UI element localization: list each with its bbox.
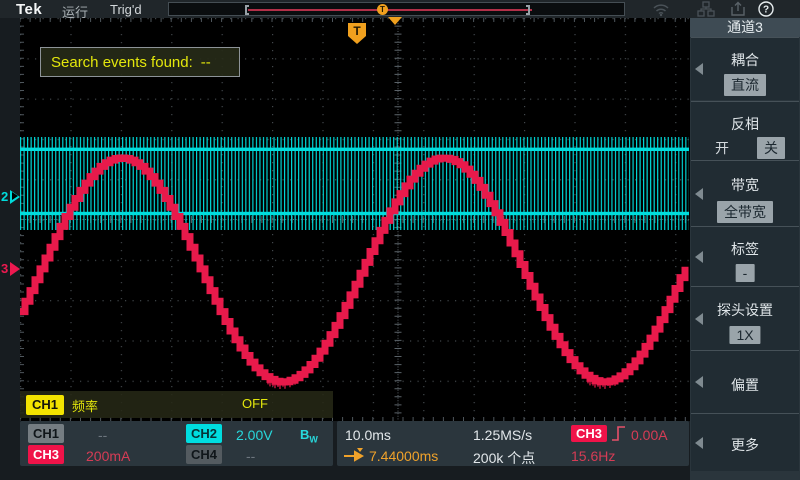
acquisition-window-line: [248, 9, 532, 11]
network-icon: [697, 1, 715, 17]
ch4-badge[interactable]: CH4: [186, 445, 222, 464]
side-menu-title: 通道3: [690, 18, 800, 37]
chevron-left-icon: [695, 436, 703, 449]
label-label: 标签: [731, 241, 759, 257]
invert-off-option[interactable]: 关: [757, 137, 785, 159]
ch1-scale-value: --: [98, 427, 108, 443]
coupling-label: 耦合: [731, 52, 759, 68]
waveform-display: [20, 18, 690, 421]
chevron-left-icon: [695, 63, 703, 75]
invert-on-option[interactable]: 开: [715, 140, 729, 156]
ch2-marker-triangle-icon: [10, 189, 21, 204]
measurement-channel-badge: CH1: [26, 395, 64, 415]
help-icon[interactable]: ?: [757, 1, 775, 17]
ch3-position-marker[interactable]: 3: [1, 261, 21, 276]
menu-section-bandwidth[interactable]: 带宽 全带宽: [691, 160, 799, 226]
ch3-badge[interactable]: CH3: [28, 445, 64, 464]
search-events-label: Search events found:: [51, 53, 193, 71]
window-left-bracket-icon: [245, 5, 249, 15]
ch3-scale-value: 200mA: [86, 448, 131, 464]
chevron-left-icon: [695, 187, 703, 200]
ch2-scale-value: 2.00V: [236, 427, 273, 443]
measurement-bar: CH1 频率 OFF: [20, 391, 333, 418]
coupling-value-chip[interactable]: 直流: [724, 74, 766, 96]
probe-setup-label: 探头设置: [717, 302, 773, 318]
label-value-chip[interactable]: -: [735, 264, 755, 282]
trigger-frequency-value: 15.6Hz: [571, 448, 616, 464]
timebase-value: 10.0ms: [345, 427, 391, 443]
svg-text:?: ?: [763, 5, 769, 16]
trigger-source-badge[interactable]: CH3: [571, 425, 607, 442]
side-menu: 通道3 耦合 直流 反相 开 关 带宽 全带宽 标签 - 探头设置 1X: [690, 18, 800, 480]
chevron-left-icon: [695, 376, 703, 388]
acquisition-status: 运行: [62, 5, 89, 20]
ch2-position-marker[interactable]: 2: [1, 189, 21, 204]
graticule-svg: [20, 18, 690, 421]
ch2-badge[interactable]: CH2: [186, 424, 222, 443]
acquisition-preview-bar: T: [168, 2, 625, 16]
trigger-badge[interactable]: T: [348, 23, 366, 44]
probe-setup-value-chip[interactable]: 1X: [729, 326, 761, 344]
trigger-level-value: 0.00A: [631, 427, 668, 443]
window-right-bracket-icon: [526, 5, 530, 15]
menu-section-offset[interactable]: 偏置: [691, 350, 799, 413]
trigger-position-icon: T: [377, 4, 388, 15]
trigger-status: Trig'd: [110, 2, 142, 17]
measurement-name: 频率: [72, 399, 99, 414]
ch4-scale-value: --: [246, 448, 256, 464]
ch1-badge[interactable]: CH1: [28, 424, 64, 443]
record-length-value: 200k 个点: [473, 450, 536, 466]
measurement-value: OFF: [242, 396, 268, 411]
rising-edge-icon: [612, 426, 625, 441]
bandwidth-label: 带宽: [731, 177, 759, 193]
delay-arrow-icon: [344, 448, 365, 462]
invert-label: 反相: [731, 116, 759, 132]
ch3-marker-triangle-icon: [10, 261, 21, 276]
bandwidth-value-chip[interactable]: 全带宽: [717, 201, 773, 223]
chevron-left-icon: [695, 312, 703, 325]
delay-time-value: 7.44000ms: [369, 448, 439, 464]
tek-logo: Tek: [16, 1, 43, 18]
wifi-icon: [653, 4, 669, 17]
chevron-left-icon: [695, 250, 703, 263]
search-events-banner: Search events found: --: [40, 47, 240, 77]
ch3-marker-label: 3: [1, 261, 9, 276]
export-icon: [731, 1, 745, 16]
expansion-point-icon: [388, 17, 402, 25]
menu-section-probe-setup[interactable]: 探头设置 1X: [691, 286, 799, 350]
offset-label: 偏置: [731, 377, 759, 393]
menu-section-coupling[interactable]: 耦合 直流: [691, 37, 799, 100]
ch2-marker-label: 2: [1, 189, 9, 204]
top-status-bar: Tek 运行 Trig'd T ?: [0, 0, 800, 20]
menu-section-label[interactable]: 标签 -: [691, 226, 799, 286]
timing-status-panel: 10.0ms 1.25MS/s CH3 0.00A 7.44000ms 200k…: [337, 421, 689, 466]
ch2-bandwidth-indicator: BW: [300, 427, 318, 445]
menu-section-invert[interactable]: 反相 开 关: [691, 101, 799, 160]
more-label: 更多: [731, 437, 759, 453]
sample-rate-value: 1.25MS/s: [473, 427, 533, 443]
channel-status-panel: CH1 -- CH2 2.00V BW CH3 200mA CH4 --: [20, 421, 333, 466]
search-events-value: --: [200, 53, 211, 71]
menu-section-more[interactable]: 更多: [691, 413, 799, 471]
